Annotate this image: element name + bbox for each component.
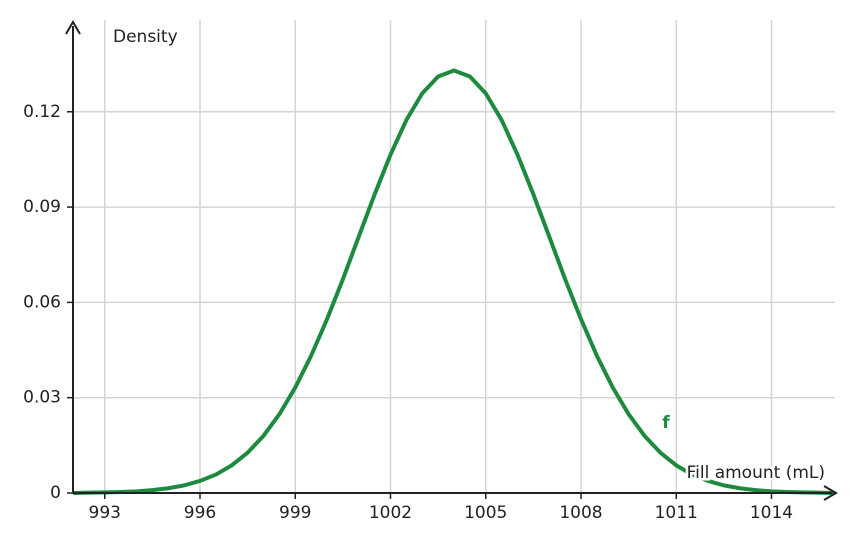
line-series <box>72 68 836 495</box>
y-tick-label: 0.06 <box>23 292 61 312</box>
y-axis-arrow <box>65 20 81 35</box>
series-label: f <box>662 413 670 433</box>
x-tick-label: 1011 <box>655 503 698 523</box>
y-tick-label: 0.12 <box>23 102 61 122</box>
x-tick-label: 1008 <box>559 503 602 523</box>
grid <box>73 20 835 493</box>
x-tick-label: 996 <box>184 503 216 523</box>
y-tick-label: 0 <box>50 483 61 503</box>
x-tick-label: 993 <box>89 503 121 523</box>
y-tick-label: 0.09 <box>23 197 61 217</box>
y-tick-label: 0.03 <box>23 388 61 408</box>
x-tick-label: 1014 <box>750 503 793 523</box>
x-tick-label: 1005 <box>464 503 507 523</box>
x-tick-label: 1002 <box>369 503 412 523</box>
x-axis-label: Fill amount (mL) <box>687 463 825 483</box>
y-axis-label: Density <box>113 27 178 47</box>
x-tick-label: 999 <box>279 503 311 523</box>
x-axis-arrow <box>823 485 838 501</box>
plot <box>72 68 836 495</box>
